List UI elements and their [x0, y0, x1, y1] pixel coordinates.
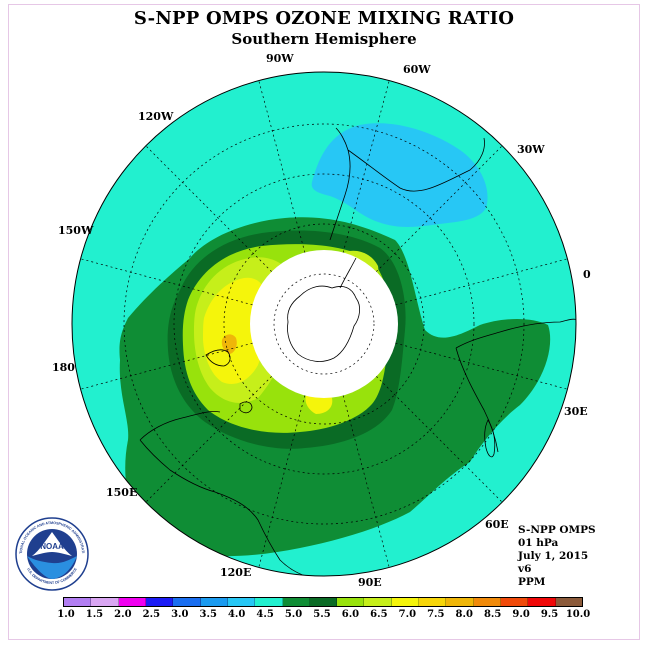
- field-7-0-to-7-5: [203, 277, 269, 385]
- colorbar-tick-label: 3.5: [199, 609, 217, 620]
- map-subtitle: Southern Hemisphere: [231, 30, 417, 48]
- colorbar-swatch: [118, 598, 146, 606]
- colorbar-swatch: [528, 598, 556, 606]
- antarctica-coastline: [287, 257, 360, 362]
- colorbar-tick-label: 5.5: [313, 609, 331, 620]
- colorbar-tick-label: 9.0: [512, 609, 530, 620]
- noaa-logo-text: NOAA: [40, 542, 64, 551]
- colorbar-tick-label: 9.5: [540, 609, 559, 620]
- lon-label-30w: 30W: [517, 143, 545, 156]
- noaa-logo: NOAA NATIONAL OCEANIC AND ATMOSPHERIC AD…: [14, 516, 89, 591]
- colorbar-tick-label: 4.5: [256, 609, 274, 620]
- info-level: 01 hPa: [518, 537, 559, 549]
- info-version: v6: [518, 563, 532, 575]
- colorbar-tick-label: 5.0: [284, 609, 303, 620]
- coastlines: [139, 127, 576, 576]
- colorbar: [63, 597, 583, 607]
- colorbar-swatch: [309, 598, 338, 606]
- colorbar-tick-labels: 1.0 1.5 2.0 2.5 3.0 3.5 4.0 4.5 5.0 5.5 6.0 6.5 7.0 7…: [0, 609, 648, 623]
- colorbar-tick-label: 8.0: [455, 609, 473, 620]
- lon-label-150w: 150W: [58, 224, 94, 237]
- lon-label-120e: 120E: [220, 566, 252, 579]
- colorbar-tick-label: 7.5: [427, 609, 445, 620]
- colorbar-swatch: [200, 598, 228, 606]
- polar-night-no-data: [250, 250, 398, 398]
- field-7-5-to-8-0: [221, 334, 237, 354]
- colorbar-swatch: [282, 598, 310, 606]
- lon-label-30e: 30E: [564, 405, 588, 418]
- map-title: S-NPP OMPS OZONE MIXING RATIO: [133, 8, 515, 29]
- lon-label-60e: 60E: [485, 518, 509, 531]
- info-date: July 1, 2015: [518, 550, 589, 562]
- lon-label-180: 180: [52, 361, 75, 374]
- field-4-0-to-4-5: [311, 123, 488, 227]
- colorbar-swatch: [173, 598, 201, 606]
- colorbar-swatch: [64, 598, 92, 606]
- colorbar-swatch: [91, 598, 119, 606]
- colorbar-tick-label: 6.0: [341, 609, 360, 620]
- colorbar-tick-label: 7.0: [398, 609, 417, 620]
- colorbar-tick-label: 4.0: [227, 609, 246, 620]
- lon-label-0: 0: [583, 268, 591, 281]
- lon-label-60w: 60W: [403, 63, 431, 76]
- lon-label-120w: 120W: [138, 110, 174, 123]
- colorbar-tick-label: 10.0: [565, 609, 591, 620]
- figure-frame: [8, 4, 640, 640]
- colorbar-tick-label: 2.5: [142, 609, 161, 620]
- colorbar-swatch: [227, 598, 256, 606]
- lon-label-90w: 90W: [266, 52, 294, 65]
- colorbar-tick-label: 1.5: [85, 609, 104, 620]
- colorbar-swatch: [501, 598, 529, 606]
- info-units: PPM: [518, 576, 546, 588]
- colorbar-swatch: [555, 598, 582, 606]
- info-instrument: S-NPP OMPS: [518, 524, 596, 536]
- colorbar-tick-label: 6.5: [370, 609, 388, 620]
- colorbar-swatch: [473, 598, 501, 606]
- map-boundary: [71, 71, 577, 577]
- colorbar-tick-label: 2.0: [114, 609, 132, 620]
- colorbar-swatch: [255, 598, 283, 606]
- latitude-circles: [123, 123, 525, 525]
- colorbar-swatch: [145, 598, 174, 606]
- colorbar-swatch: [364, 598, 392, 606]
- lon-label-150e: 150E: [106, 486, 138, 499]
- info-block: S-NPP OMPS 01 hPa July 1, 2015 v6 PPM: [518, 524, 596, 589]
- colorbar-tick-label: 3.0: [171, 609, 189, 620]
- lon-label-90e: 90E: [358, 576, 382, 589]
- colorbar-swatch: [391, 598, 420, 606]
- colorbar-swatch: [419, 598, 447, 606]
- colorbar-tick-label: 8.5: [483, 609, 502, 620]
- colorbar-swatch: [446, 598, 474, 606]
- colorbar-tick-label: 1.0: [57, 609, 75, 620]
- colorbar-swatch: [337, 598, 365, 606]
